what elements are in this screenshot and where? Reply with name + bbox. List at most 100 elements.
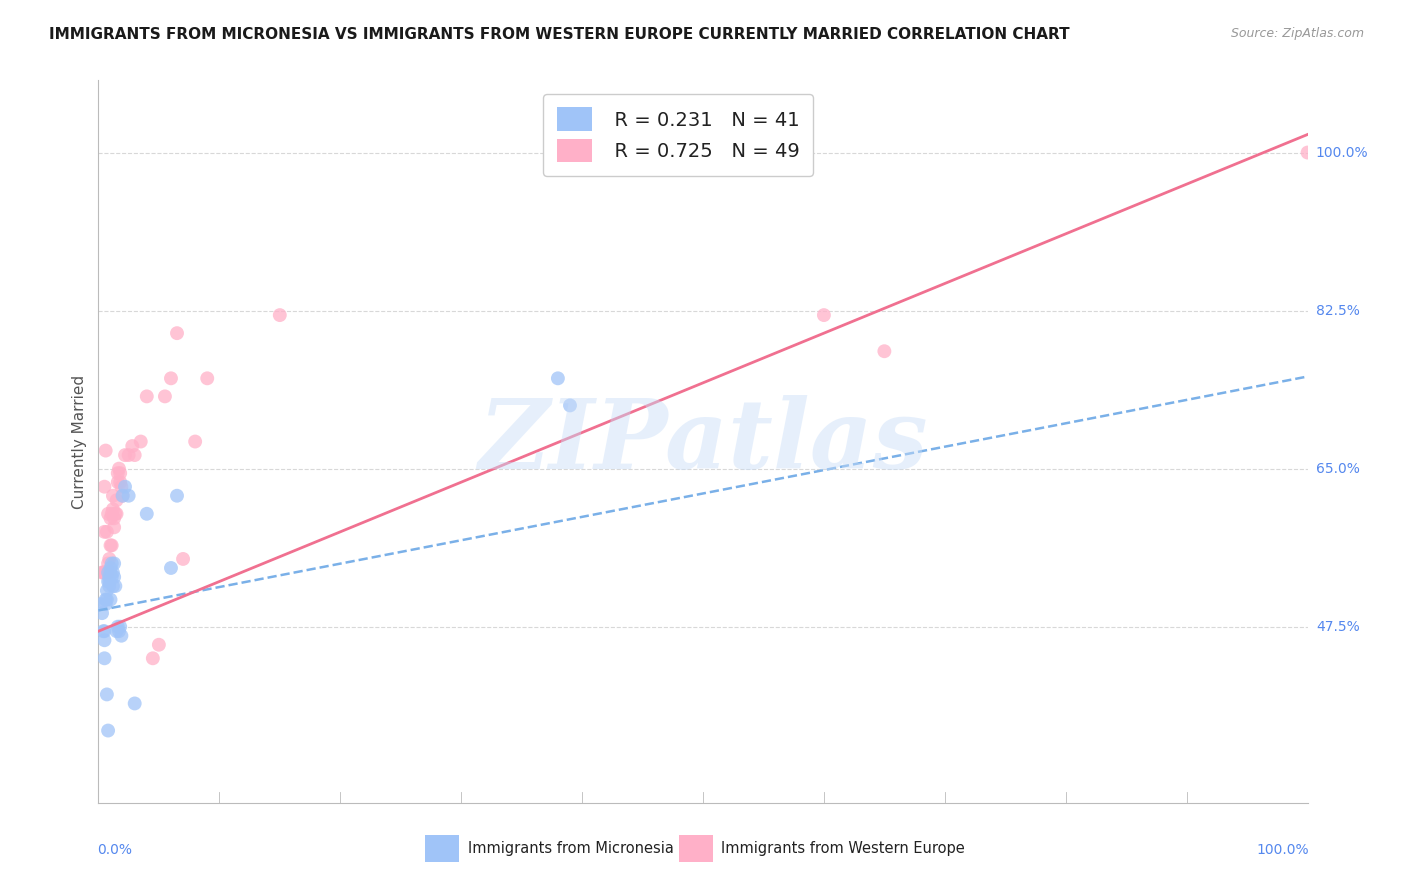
Point <box>93 566 115 580</box>
Point <box>148 638 170 652</box>
Point <box>195 371 218 385</box>
Point <box>1296 145 1319 160</box>
Point <box>118 448 141 462</box>
Point <box>108 620 131 634</box>
Point <box>108 475 131 490</box>
Point <box>108 466 131 480</box>
Bar <box>679 835 713 862</box>
Point <box>104 579 127 593</box>
Point <box>124 448 146 462</box>
Legend:   R = 0.231   N = 41,   R = 0.725   N = 49: R = 0.231 N = 41, R = 0.725 N = 49 <box>544 94 813 176</box>
Text: 82.5%: 82.5% <box>1316 303 1360 318</box>
Point <box>101 579 124 593</box>
Point <box>103 511 125 525</box>
Text: Immigrants from Western Europe: Immigrants from Western Europe <box>721 841 965 855</box>
Point <box>813 308 835 322</box>
Point <box>105 507 128 521</box>
Point <box>103 520 125 534</box>
Point <box>96 592 118 607</box>
Point <box>94 592 117 607</box>
Point <box>269 308 291 322</box>
Text: 0.0%: 0.0% <box>97 843 132 856</box>
Point <box>107 620 129 634</box>
Point <box>114 480 136 494</box>
Point <box>114 448 136 462</box>
Point <box>103 570 125 584</box>
Y-axis label: Currently Married: Currently Married <box>72 375 87 508</box>
Point <box>103 557 125 571</box>
Point <box>166 489 188 503</box>
Point <box>100 592 122 607</box>
Point <box>135 389 157 403</box>
Point <box>153 389 176 403</box>
Point <box>101 566 124 580</box>
Point <box>184 434 207 449</box>
Point <box>96 687 118 701</box>
Point <box>160 561 183 575</box>
Text: 100.0%: 100.0% <box>1256 843 1309 856</box>
Text: IMMIGRANTS FROM MICRONESIA VS IMMIGRANTS FROM WESTERN EUROPE CURRENTLY MARRIED C: IMMIGRANTS FROM MICRONESIA VS IMMIGRANTS… <box>49 27 1070 42</box>
Point <box>107 475 129 490</box>
Point <box>100 538 122 552</box>
Point <box>558 398 581 412</box>
Point <box>111 489 134 503</box>
Point <box>105 493 128 508</box>
Point <box>105 624 128 639</box>
Point <box>135 507 157 521</box>
Point <box>100 557 122 571</box>
Point <box>547 371 569 385</box>
Point <box>97 507 120 521</box>
Point <box>121 439 143 453</box>
Point <box>104 507 127 521</box>
Point <box>93 651 115 665</box>
Point <box>91 566 114 580</box>
Point <box>873 344 896 359</box>
Point <box>108 624 131 639</box>
Point <box>94 443 117 458</box>
Text: ZIPatlas: ZIPatlas <box>478 394 928 489</box>
Point <box>142 651 165 665</box>
Point <box>98 579 121 593</box>
Point <box>129 434 152 449</box>
Point <box>100 507 122 521</box>
Point <box>94 597 117 611</box>
Point <box>98 552 121 566</box>
Point <box>101 502 124 516</box>
Point <box>98 566 121 580</box>
Point <box>97 574 120 589</box>
Point <box>98 574 121 589</box>
Point <box>91 566 114 580</box>
Text: 100.0%: 100.0% <box>1316 145 1368 160</box>
Point <box>91 606 114 620</box>
Point <box>93 633 115 648</box>
Text: 65.0%: 65.0% <box>1316 462 1360 475</box>
Point <box>97 566 120 580</box>
Point <box>96 566 118 580</box>
Point <box>172 552 194 566</box>
Bar <box>425 835 458 862</box>
Point <box>100 570 122 584</box>
Point <box>111 489 134 503</box>
Point <box>107 466 129 480</box>
Point <box>94 566 117 580</box>
Point <box>93 624 115 639</box>
Point <box>100 566 122 580</box>
Point <box>93 480 115 494</box>
Point <box>124 697 146 711</box>
Point <box>96 583 118 598</box>
Point <box>93 524 115 539</box>
Point <box>97 723 120 738</box>
Point <box>101 489 124 503</box>
Point <box>110 629 132 643</box>
Point <box>110 480 132 494</box>
Point <box>108 461 131 475</box>
Point <box>118 489 141 503</box>
Point <box>91 624 114 639</box>
Text: Source: ZipAtlas.com: Source: ZipAtlas.com <box>1230 27 1364 40</box>
Point <box>98 570 121 584</box>
Point <box>97 557 120 571</box>
Point <box>96 524 118 539</box>
Point <box>100 561 122 575</box>
Point <box>100 511 122 525</box>
Point <box>90 597 112 611</box>
